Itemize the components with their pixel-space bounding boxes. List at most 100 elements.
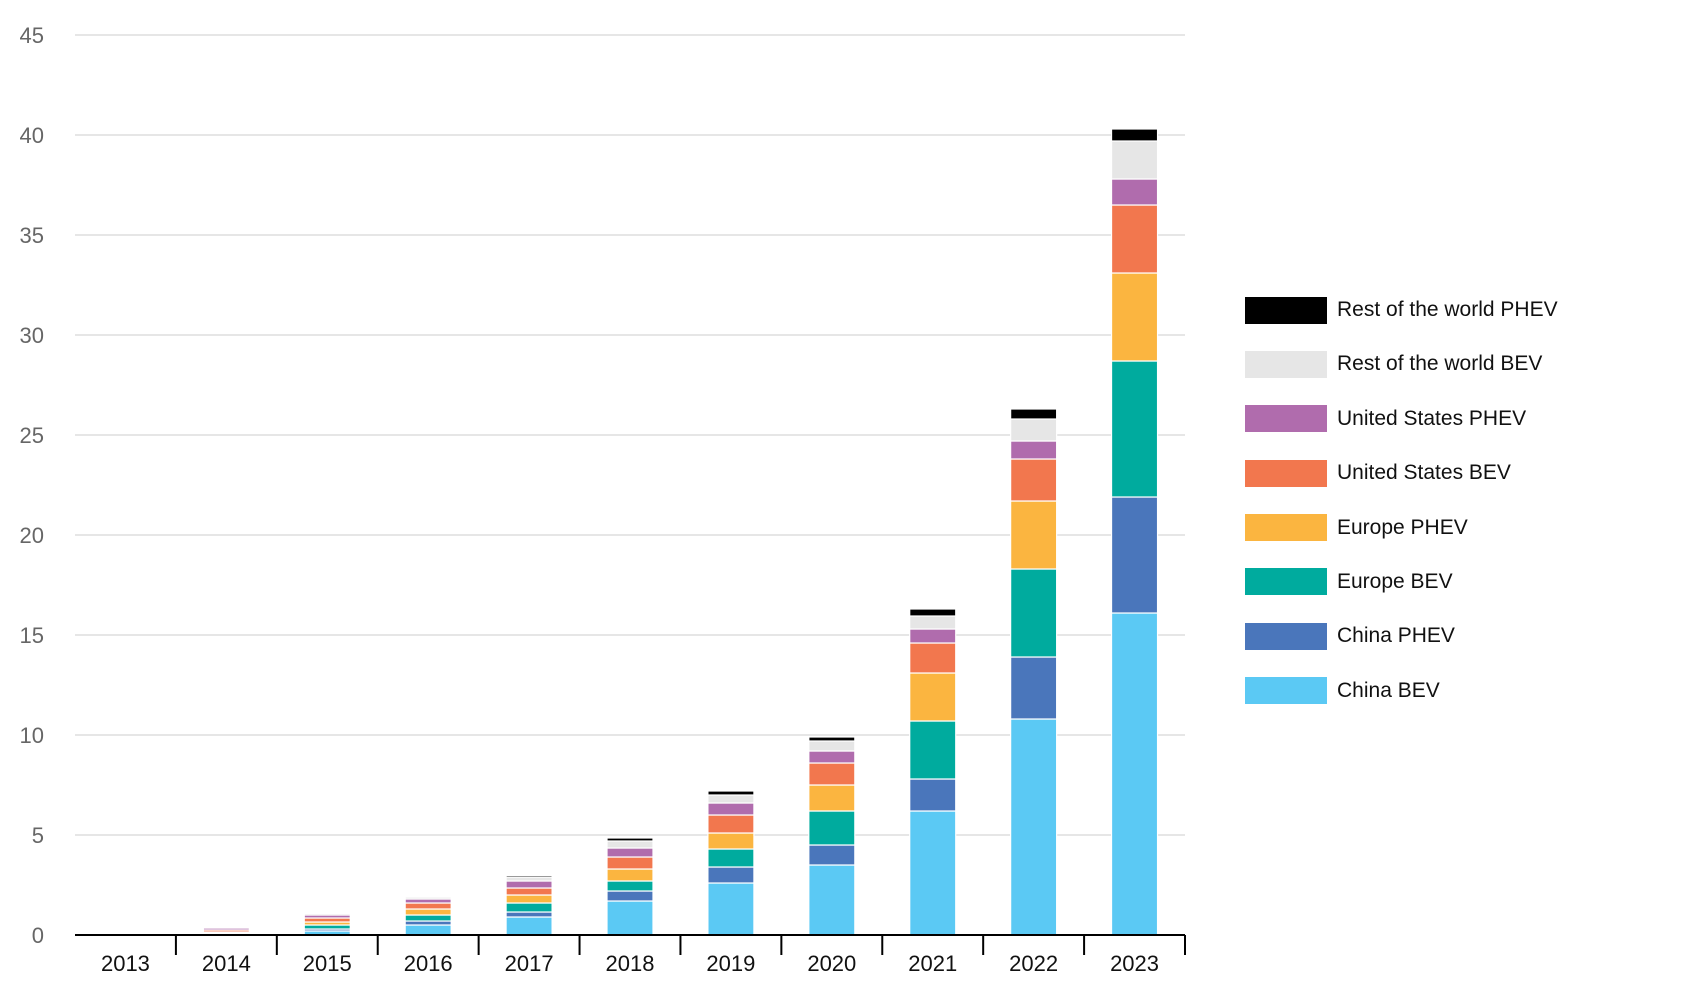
- x-axis-ticks: 2013 2014 2015 2016 2017 2018 2019 2020 2021 2022…: [101, 951, 1159, 976]
- legend: Rest of the world PHEV Rest of the world…: [1245, 292, 1665, 727]
- bar-segment[interactable]: [909, 615, 957, 630]
- bar-segment[interactable]: [1010, 656, 1058, 720]
- bar-segment[interactable]: [1010, 418, 1058, 442]
- legend-item-row-world-phev[interactable]: Rest of the world PHEV: [1245, 292, 1665, 328]
- legend-item-europe-phev[interactable]: Europe PHEV: [1245, 510, 1665, 546]
- x-tick-label: 2020: [807, 951, 856, 976]
- bar-segment[interactable]: [909, 642, 957, 674]
- bar-segment[interactable]: [505, 916, 553, 936]
- y-tick-label: 15: [20, 623, 44, 648]
- bar-segment[interactable]: [303, 912, 351, 914]
- bar-segment[interactable]: [707, 848, 755, 868]
- legend-swatch: [1245, 568, 1327, 596]
- x-tick-label: 2015: [303, 951, 352, 976]
- y-axis-ticks: 0 5 10 15 20 25 30 35 40 45: [20, 23, 44, 948]
- bar-segment[interactable]: [606, 840, 654, 849]
- bar-segment[interactable]: [808, 844, 856, 866]
- legend-item-row-world-bev[interactable]: Rest of the world BEV: [1245, 346, 1665, 382]
- bar-segment[interactable]: [707, 814, 755, 834]
- bar-segment[interactable]: [404, 914, 452, 922]
- y-tick-label: 35: [20, 223, 44, 248]
- legend-label: United States BEV: [1337, 461, 1511, 485]
- y-tick-label: 40: [20, 123, 44, 148]
- bar-segment[interactable]: [1110, 360, 1159, 498]
- bar-segment[interactable]: [1110, 612, 1159, 936]
- bar-segment[interactable]: [404, 895, 452, 898]
- bar-segment[interactable]: [1010, 718, 1058, 936]
- bar-segment[interactable]: [808, 762, 856, 786]
- bar-segment[interactable]: [1110, 496, 1159, 614]
- legend-label: Europe BEV: [1337, 569, 1453, 593]
- bar-segment[interactable]: [1110, 204, 1159, 274]
- x-tick-label: 2022: [1009, 951, 1058, 976]
- bar-segment[interactable]: [1110, 178, 1159, 206]
- bar-segment[interactable]: [1010, 440, 1058, 460]
- x-tick-label: 2021: [908, 951, 957, 976]
- legend-label: Rest of the world BEV: [1337, 352, 1543, 376]
- bar-segment[interactable]: [707, 866, 755, 884]
- bar-segment[interactable]: [909, 810, 957, 936]
- bar-segment[interactable]: [1010, 500, 1058, 570]
- bar-segment[interactable]: [1110, 272, 1159, 362]
- bar-segment[interactable]: [808, 750, 856, 764]
- bar-segment[interactable]: [505, 911, 553, 918]
- bar-segment[interactable]: [606, 890, 654, 902]
- bar-segment[interactable]: [909, 720, 957, 780]
- legend-swatch: [1245, 622, 1327, 650]
- bar-segment[interactable]: [1110, 128, 1159, 142]
- bar-segment[interactable]: [606, 900, 654, 936]
- bar-segment[interactable]: [909, 608, 957, 617]
- bar-segment[interactable]: [505, 874, 553, 878]
- x-tick-label: 2018: [606, 951, 655, 976]
- bar-segment[interactable]: [404, 902, 452, 910]
- legend-label: Rest of the world PHEV: [1337, 298, 1558, 321]
- y-tick-label: 5: [32, 823, 44, 848]
- legend-swatch: [1245, 296, 1327, 324]
- bar-segment[interactable]: [909, 628, 957, 644]
- bar-segment[interactable]: [505, 880, 553, 889]
- legend-label: United States PHEV: [1337, 406, 1527, 430]
- bar-segment[interactable]: [909, 672, 957, 722]
- bar-segment[interactable]: [606, 868, 654, 882]
- y-tick-label: 0: [32, 923, 44, 948]
- bar-segment[interactable]: [1010, 408, 1058, 420]
- bar-segment[interactable]: [707, 794, 755, 804]
- legend-item-europe-bev[interactable]: Europe BEV: [1245, 564, 1665, 600]
- bar-segment[interactable]: [707, 882, 755, 936]
- x-tick-label: 2014: [202, 951, 251, 976]
- bar-segment[interactable]: [808, 740, 856, 752]
- x-tick-label: 2017: [505, 951, 554, 976]
- legend-item-china-bev[interactable]: China BEV: [1245, 673, 1665, 709]
- bar-segment[interactable]: [808, 736, 856, 742]
- bar-segment[interactable]: [505, 887, 553, 896]
- bar-segment[interactable]: [1010, 458, 1058, 502]
- bar-segment[interactable]: [606, 837, 654, 842]
- bar-segment[interactable]: [404, 908, 452, 916]
- bar-segment[interactable]: [1110, 140, 1159, 180]
- bar-segment[interactable]: [707, 790, 755, 796]
- bar-segment[interactable]: [1010, 568, 1058, 658]
- gridlines: [75, 34, 1185, 836]
- bar-segment[interactable]: [707, 832, 755, 850]
- legend-item-us-phev[interactable]: United States PHEV: [1245, 401, 1665, 437]
- y-tick-label: 10: [20, 723, 44, 748]
- bar-segment[interactable]: [808, 810, 856, 846]
- bar-segment[interactable]: [606, 856, 654, 870]
- y-tick-label: 30: [20, 323, 44, 348]
- bars: [101, 128, 1159, 936]
- bar-segment[interactable]: [606, 847, 654, 858]
- legend-label: China PHEV: [1337, 624, 1455, 648]
- bar-segment[interactable]: [505, 902, 553, 913]
- bar-segment[interactable]: [707, 802, 755, 816]
- bar-segment[interactable]: [606, 880, 654, 892]
- bar-segment[interactable]: [404, 924, 452, 936]
- bar-segment[interactable]: [909, 778, 957, 812]
- bar-segment[interactable]: [808, 864, 856, 936]
- legend-item-china-phev[interactable]: China PHEV: [1245, 618, 1665, 654]
- bar-segment[interactable]: [505, 894, 553, 904]
- legend-swatch: [1245, 405, 1327, 433]
- x-axis: [75, 934, 1186, 955]
- bar-segment[interactable]: [808, 784, 856, 812]
- x-tick-label: 2013: [101, 951, 150, 976]
- legend-item-us-bev[interactable]: United States BEV: [1245, 455, 1665, 491]
